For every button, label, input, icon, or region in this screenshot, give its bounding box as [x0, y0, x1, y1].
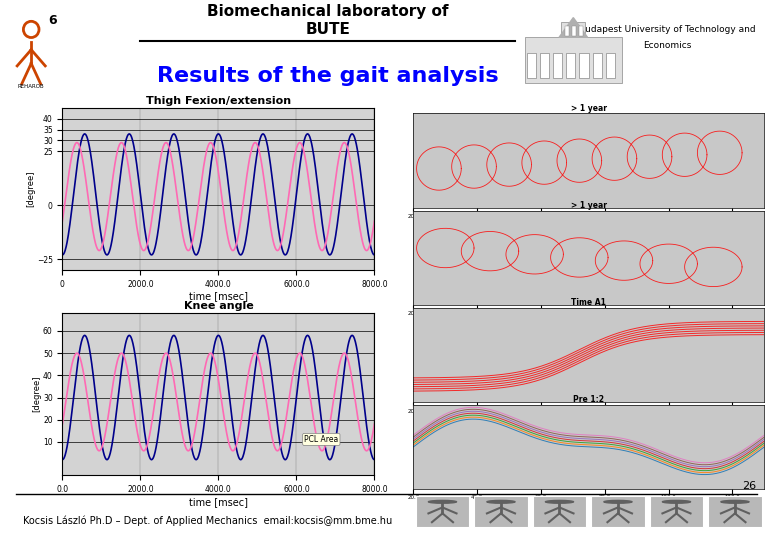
Title: > 1 year: > 1 year — [571, 201, 607, 210]
Bar — [573, 26, 576, 36]
Bar — [561, 22, 586, 37]
Text: Kocsis László Ph.D – Dept. of Applied Mechanics  email:kocsis@mm.bme.hu: Kocsis László Ph.D – Dept. of Applied Me… — [23, 516, 392, 526]
Bar — [526, 53, 536, 78]
Bar — [593, 53, 601, 78]
Text: Budapest University of Technology and: Budapest University of Technology and — [579, 25, 755, 33]
Circle shape — [487, 501, 515, 503]
Bar — [566, 53, 576, 78]
Bar — [525, 37, 622, 83]
Bar — [566, 26, 569, 36]
Text: Economics: Economics — [643, 41, 691, 50]
Text: REHAROB: REHAROB — [18, 84, 44, 89]
Bar — [474, 496, 527, 528]
Title: > 1 year: > 1 year — [571, 104, 607, 113]
Y-axis label: [degree]: [degree] — [33, 376, 41, 413]
Title: Time A1: Time A1 — [572, 298, 606, 307]
X-axis label: time [msec]: time [msec] — [189, 497, 248, 507]
Text: PCL Area: PCL Area — [304, 435, 339, 444]
Y-axis label: [degree]: [degree] — [27, 171, 35, 207]
Bar — [416, 496, 469, 528]
Text: 26: 26 — [743, 481, 757, 491]
Circle shape — [545, 501, 573, 503]
Circle shape — [721, 501, 749, 503]
Bar — [591, 496, 644, 528]
Circle shape — [604, 501, 632, 503]
Text: Biomechanical laboratory of: Biomechanical laboratory of — [207, 4, 448, 19]
Circle shape — [428, 501, 456, 503]
Bar — [540, 53, 549, 78]
Bar — [708, 496, 761, 528]
Title: Knee angle: Knee angle — [183, 301, 254, 311]
Circle shape — [662, 501, 690, 503]
Bar — [580, 26, 583, 36]
Bar — [606, 53, 615, 78]
Title: Thigh Fexion/extension: Thigh Fexion/extension — [146, 96, 291, 106]
Text: 6: 6 — [48, 14, 58, 27]
Bar — [533, 496, 586, 528]
Bar — [553, 53, 562, 78]
Text: Results of the gait analysis: Results of the gait analysis — [157, 66, 498, 86]
Text: BUTE: BUTE — [305, 22, 350, 37]
Polygon shape — [559, 18, 587, 37]
Bar — [650, 496, 703, 528]
Title: Pre 1:2: Pre 1:2 — [573, 395, 604, 404]
X-axis label: time [msec]: time [msec] — [189, 292, 248, 301]
Bar — [580, 53, 588, 78]
